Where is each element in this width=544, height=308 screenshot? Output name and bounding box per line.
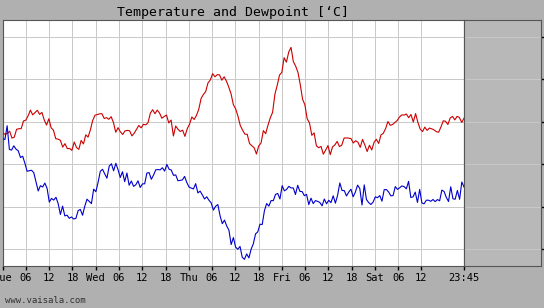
Title: Temperature and Dewpoint [‘C]: Temperature and Dewpoint [‘C]: [118, 6, 349, 19]
Text: www.vaisala.com: www.vaisala.com: [5, 296, 86, 305]
